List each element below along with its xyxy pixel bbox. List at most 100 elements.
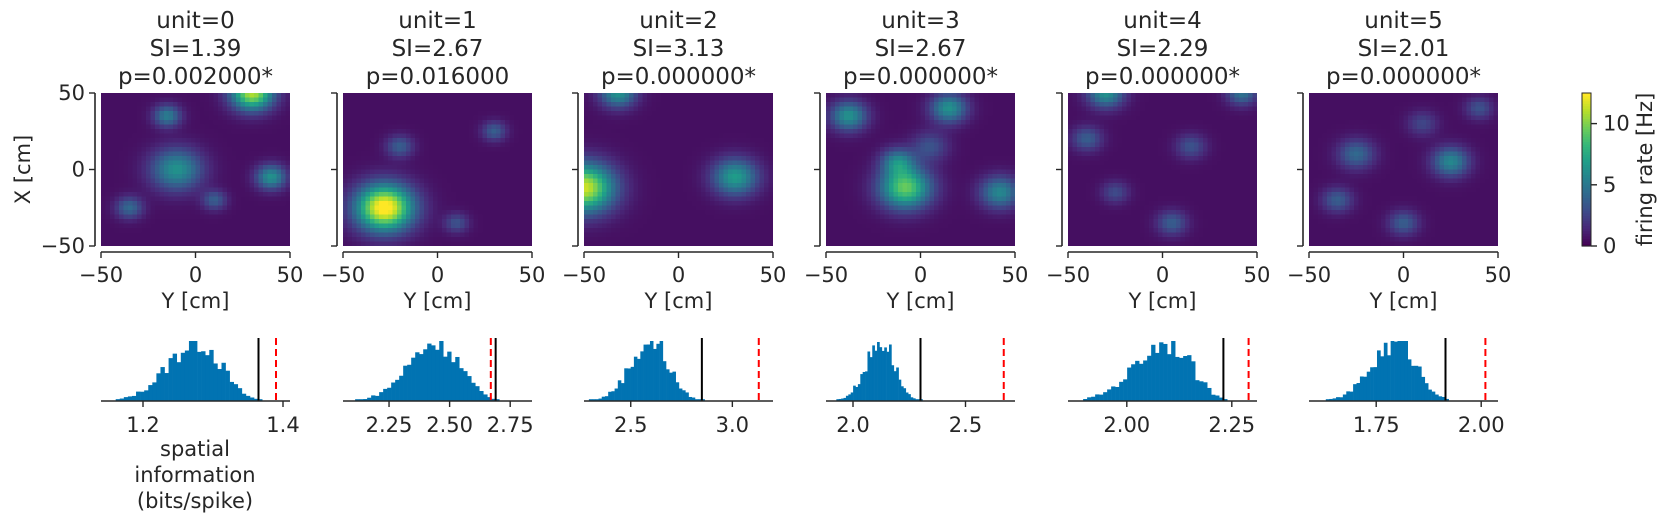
heatmap-cell bbox=[352, 174, 358, 180]
heatmap-cell bbox=[177, 169, 183, 175]
heatmap-cell bbox=[584, 178, 590, 184]
heatmap-cell bbox=[678, 111, 684, 117]
heatmap-cell bbox=[442, 102, 448, 108]
heatmap-cell bbox=[388, 133, 394, 139]
heatmap-cell bbox=[442, 192, 448, 198]
heatmap-cell bbox=[719, 241, 725, 246]
heatmap-cell bbox=[523, 124, 529, 130]
heatmap-cell bbox=[231, 129, 237, 135]
heatmap-cell bbox=[119, 232, 125, 238]
heatmap-cell bbox=[159, 160, 165, 166]
heatmap-cell bbox=[970, 97, 976, 103]
heatmap-cell bbox=[123, 187, 129, 193]
heatmap-cell bbox=[602, 228, 608, 234]
heatmap-cell bbox=[428, 124, 434, 130]
heatmap-cell bbox=[195, 210, 201, 216]
heatmap-cell bbox=[460, 106, 466, 112]
heatmap-cell bbox=[146, 174, 152, 180]
heatmap-cell bbox=[997, 142, 1003, 148]
heatmap-cell bbox=[482, 142, 488, 148]
histogram-bar bbox=[375, 395, 380, 401]
heatmap-cell bbox=[925, 120, 931, 126]
heatmap-cell bbox=[723, 237, 729, 243]
heatmap-cell bbox=[365, 151, 371, 157]
heatmap-cell bbox=[110, 183, 116, 189]
heatmap-cell bbox=[593, 93, 599, 99]
heatmap-cell bbox=[871, 102, 877, 108]
heatmap-cell bbox=[356, 169, 362, 175]
heatmap-cell bbox=[437, 120, 443, 126]
heatmap-cell bbox=[642, 165, 648, 171]
heatmap-cell bbox=[606, 160, 612, 166]
heatmap-cell bbox=[523, 196, 529, 202]
heatmap-cell bbox=[584, 165, 590, 171]
heatmap-cell bbox=[723, 201, 729, 207]
heatmap-cell bbox=[272, 142, 278, 148]
histogram-bar bbox=[411, 357, 416, 401]
heatmap-cell bbox=[204, 120, 210, 126]
heatmap-cell bbox=[701, 147, 707, 153]
heatmap-cell bbox=[961, 142, 967, 148]
heatmap-cell bbox=[678, 228, 684, 234]
heatmap-cell bbox=[401, 237, 407, 243]
heatmap-cell bbox=[415, 93, 421, 99]
heatmap-cell bbox=[997, 102, 1003, 108]
heatmap-cell bbox=[992, 102, 998, 108]
heatmap-cell bbox=[665, 160, 671, 166]
heatmap-cell bbox=[231, 174, 237, 180]
heatmap-cell bbox=[119, 205, 125, 211]
heatmap-cell bbox=[155, 241, 161, 246]
heatmap-cell bbox=[155, 129, 161, 135]
heatmap-cell bbox=[893, 93, 899, 99]
heatmap-cell bbox=[719, 124, 725, 130]
heatmap-cell bbox=[620, 106, 626, 112]
heatmap-cell bbox=[523, 142, 529, 148]
heatmap-cell bbox=[276, 201, 282, 207]
heatmap-cell bbox=[1006, 124, 1012, 130]
heatmap-cell bbox=[478, 111, 484, 117]
heatmap-cell bbox=[633, 133, 639, 139]
heatmap-cell bbox=[424, 124, 430, 130]
heatmap-cell bbox=[132, 111, 138, 117]
heatmap-cell bbox=[361, 120, 367, 126]
heatmap-cell bbox=[638, 151, 644, 157]
heatmap-cell bbox=[983, 133, 989, 139]
heatmap-cell bbox=[258, 115, 264, 121]
heatmap-cell bbox=[478, 228, 484, 234]
heatmap-cell bbox=[505, 165, 511, 171]
heatmap-cell bbox=[683, 102, 689, 108]
heatmap-cell bbox=[159, 115, 165, 121]
heatmap-cell bbox=[669, 174, 675, 180]
heatmap-cell bbox=[656, 237, 662, 243]
heatmap-cell bbox=[347, 115, 353, 121]
heatmap-cell bbox=[728, 192, 734, 198]
heatmap-cell bbox=[424, 183, 430, 189]
heatmap-cell bbox=[285, 120, 290, 126]
heatmap-cell bbox=[415, 183, 421, 189]
heatmap-cell bbox=[164, 165, 170, 171]
heatmap-cell bbox=[379, 156, 385, 162]
heatmap-cell bbox=[236, 210, 242, 216]
heatmap-cell bbox=[768, 156, 773, 162]
heatmap-cell bbox=[356, 214, 362, 220]
heatmap-cell bbox=[678, 156, 684, 162]
heatmap-cell bbox=[128, 174, 134, 180]
heatmap-cell bbox=[719, 133, 725, 139]
heatmap-cell bbox=[460, 214, 466, 220]
heatmap-cell bbox=[155, 169, 161, 175]
heatmap-cell bbox=[343, 201, 349, 207]
heatmap-cell bbox=[602, 196, 608, 202]
heatmap-cell bbox=[629, 111, 635, 117]
heatmap-cell bbox=[119, 237, 125, 243]
heatmap-cell bbox=[155, 165, 161, 171]
heatmap-cell bbox=[451, 192, 457, 198]
heatmap-cell bbox=[276, 138, 282, 144]
heatmap-cell bbox=[629, 174, 635, 180]
heatmap-cell bbox=[487, 151, 493, 157]
heatmap-cell bbox=[272, 138, 278, 144]
heatmap-cell bbox=[101, 210, 107, 216]
heatmap-cell bbox=[651, 129, 657, 135]
heatmap-cell bbox=[496, 210, 502, 216]
heatmap-cell bbox=[222, 156, 228, 162]
heatmap-cell bbox=[514, 124, 520, 130]
